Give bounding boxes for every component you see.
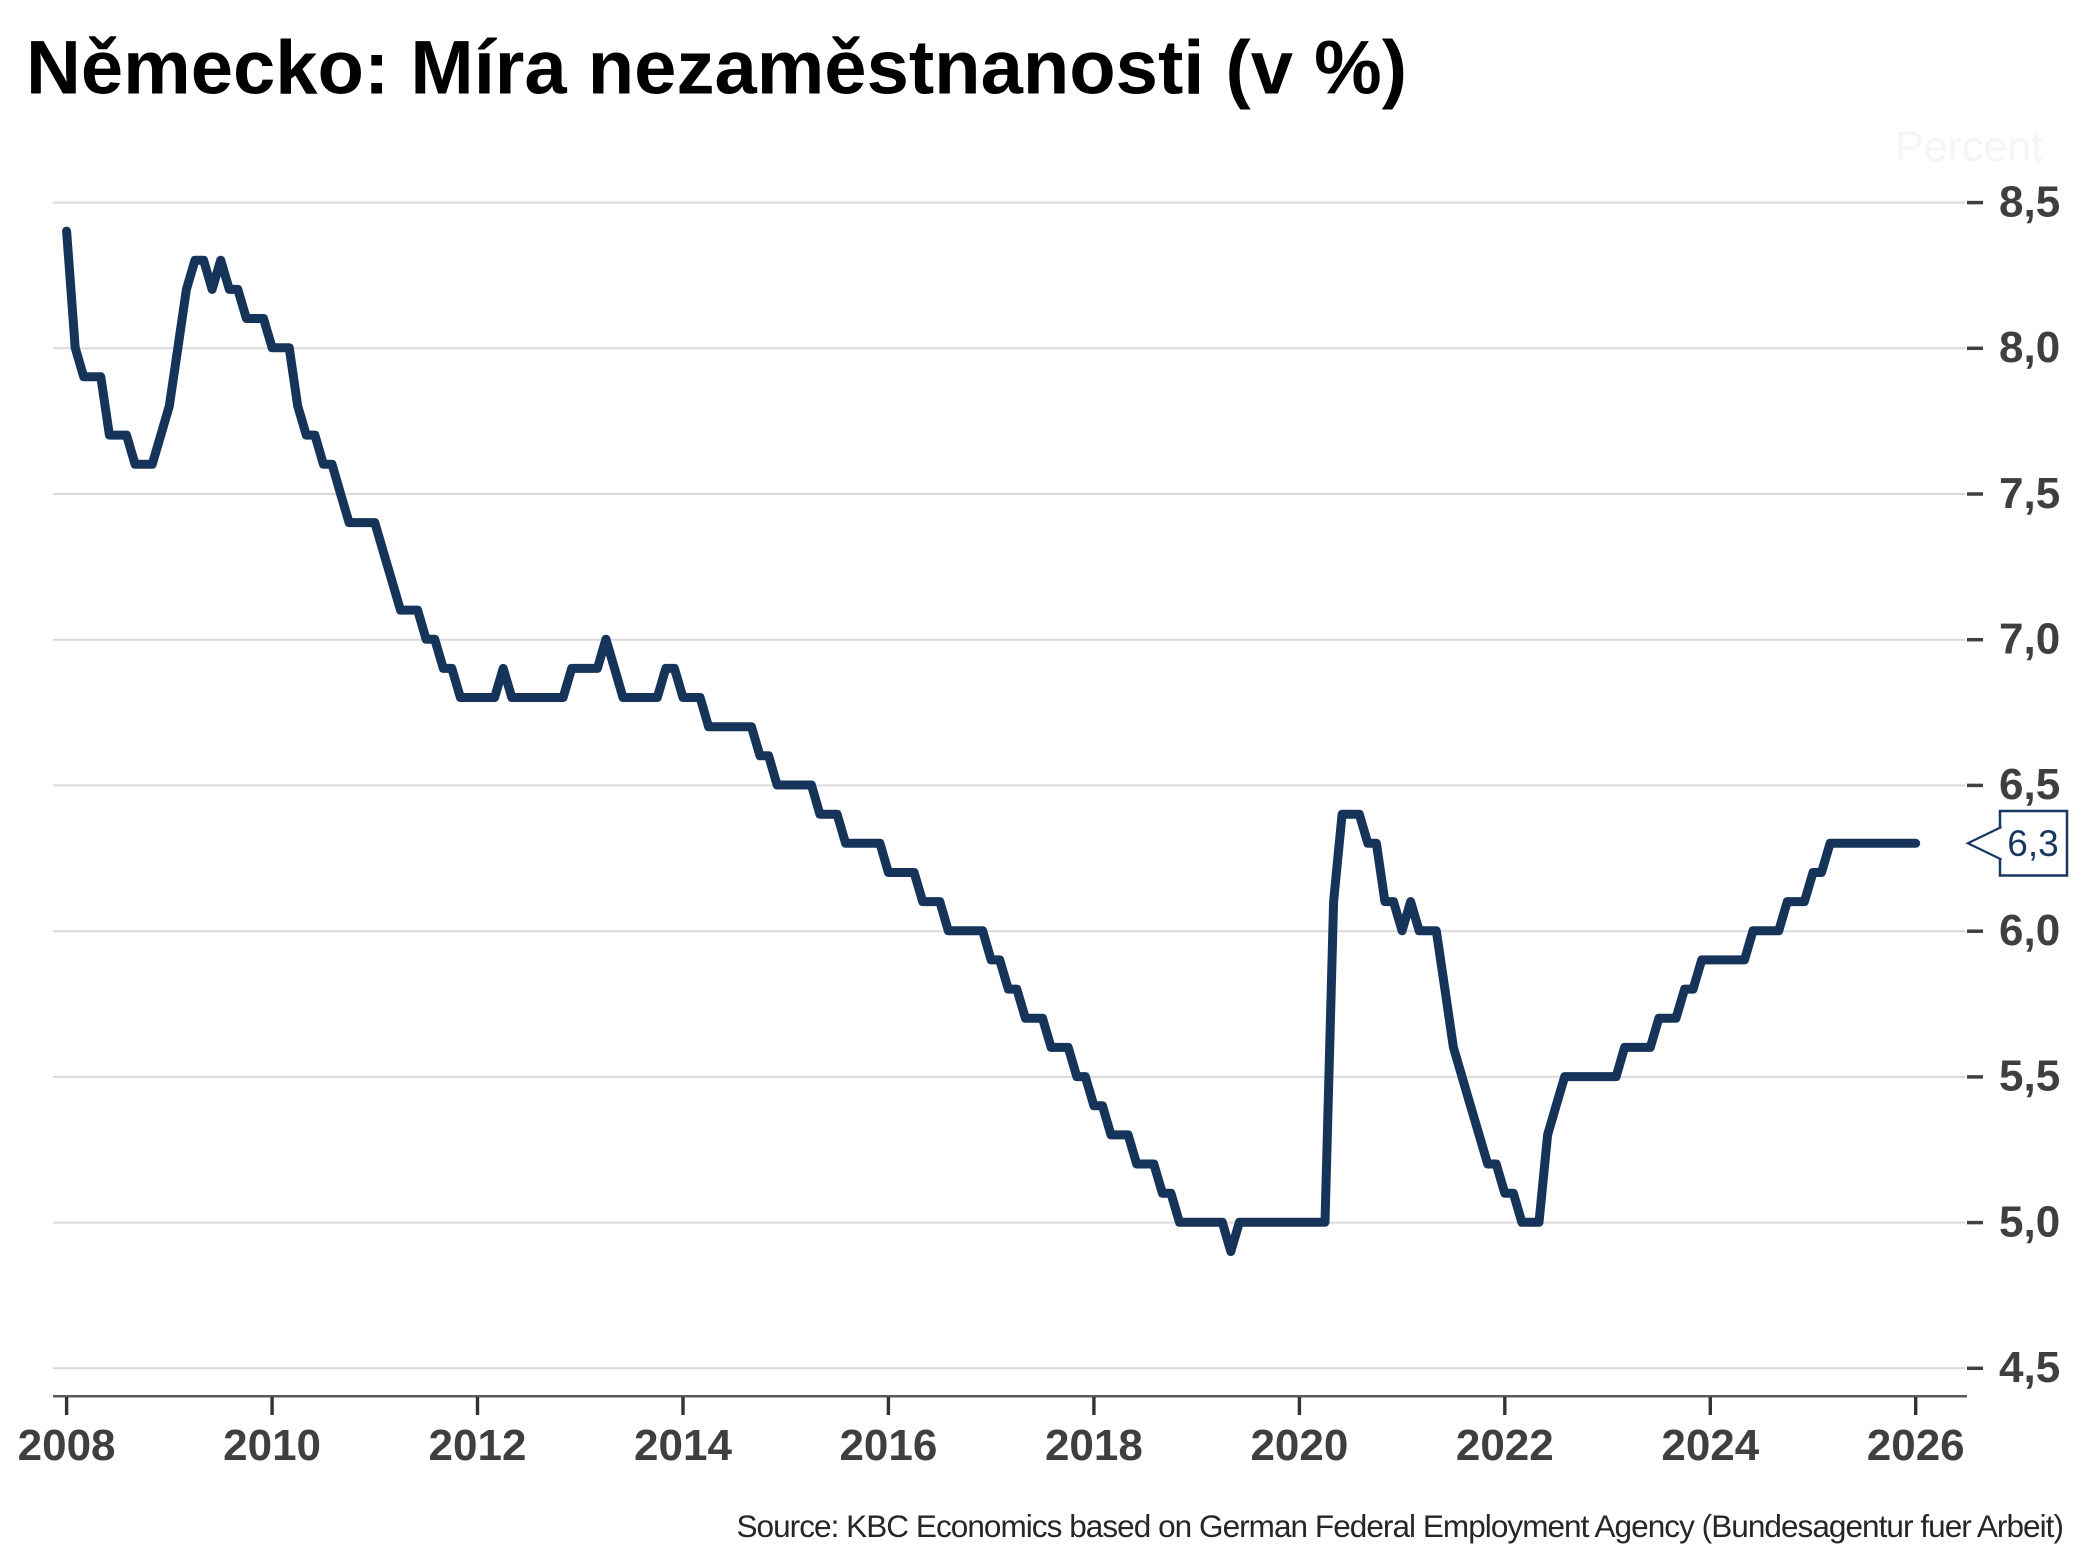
svg-text:2016: 2016 — [839, 1421, 937, 1470]
svg-text:6,0: 6,0 — [1999, 906, 2060, 955]
svg-text:8,0: 8,0 — [1999, 323, 2060, 372]
svg-text:6,3: 6,3 — [2007, 823, 2058, 864]
svg-text:2014: 2014 — [634, 1421, 732, 1470]
svg-text:7,0: 7,0 — [1999, 615, 2060, 664]
svg-text:2024: 2024 — [1661, 1421, 1759, 1470]
svg-text:5,5: 5,5 — [1999, 1052, 2060, 1101]
svg-text:2010: 2010 — [223, 1421, 321, 1470]
svg-text:5,0: 5,0 — [1999, 1197, 2060, 1246]
svg-text:Percent: Percent — [1895, 123, 2043, 171]
svg-text:2026: 2026 — [1867, 1421, 1965, 1470]
svg-text:2022: 2022 — [1456, 1421, 1554, 1470]
svg-text:2020: 2020 — [1250, 1421, 1348, 1470]
svg-text:Source: KBC Economics based on: Source: KBC Economics based on German Fe… — [736, 1508, 2063, 1544]
svg-text:Německo: Míra nezaměstnanosti: Německo: Míra nezaměstnanosti (v %) — [26, 26, 1407, 111]
svg-text:7,5: 7,5 — [1999, 469, 2060, 518]
svg-text:2012: 2012 — [429, 1421, 527, 1470]
svg-text:4,5: 4,5 — [1999, 1343, 2060, 1392]
svg-text:2008: 2008 — [18, 1421, 116, 1470]
svg-text:8,5: 8,5 — [1999, 177, 2060, 226]
svg-text:6,5: 6,5 — [1999, 760, 2060, 809]
svg-text:2018: 2018 — [1045, 1421, 1143, 1470]
